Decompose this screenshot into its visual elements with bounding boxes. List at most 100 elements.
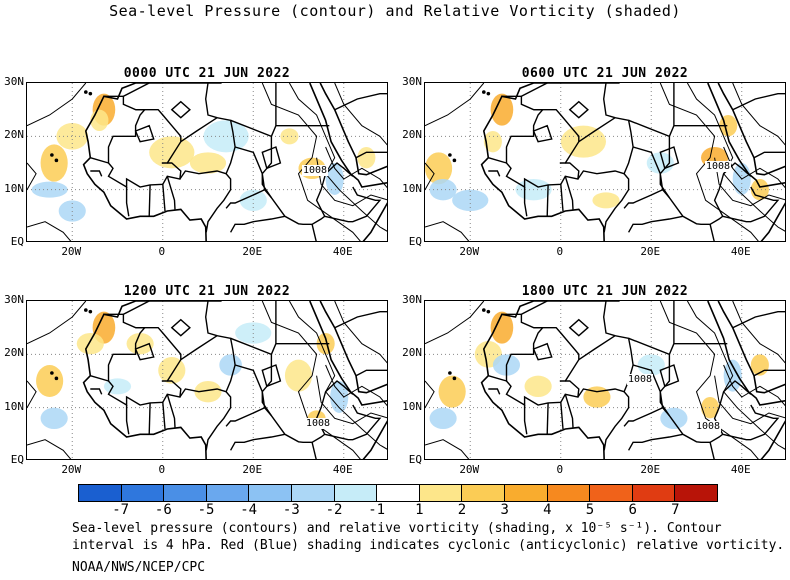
coastline — [707, 301, 785, 406]
coastline — [707, 83, 785, 188]
latitude-label: 20N — [402, 128, 422, 142]
country-border — [732, 310, 785, 329]
vorticity-shading — [490, 93, 514, 126]
isobar-contour — [334, 301, 387, 364]
colorbar-tick-label: 2 — [457, 502, 467, 518]
latitude-label: 30N — [402, 293, 422, 306]
map-frame: 1008 1008 — [424, 300, 786, 460]
coastline — [319, 83, 387, 176]
country-border — [753, 151, 785, 159]
isobar-contour — [134, 124, 155, 143]
country-border — [577, 170, 625, 180]
country-border — [709, 442, 715, 459]
country-border — [179, 170, 227, 180]
country-border — [546, 402, 549, 435]
latitude-label: 20N — [402, 346, 422, 360]
vorticity-shading — [189, 152, 227, 174]
country-border — [355, 151, 387, 159]
country-border — [560, 402, 564, 430]
country-border — [627, 433, 684, 451]
colorbar-tick-label: -4 — [240, 502, 258, 518]
isobar-contour — [325, 364, 387, 407]
panel-time-title: 0000 UTC 21 JUN 2022 — [123, 66, 291, 81]
latitude-label: EQ — [10, 453, 24, 466]
isobar-contour — [714, 375, 785, 425]
country-border — [521, 301, 548, 315]
latitude-label: EQ — [408, 235, 422, 248]
country-border — [180, 334, 236, 451]
country-border — [533, 109, 580, 164]
panel-time-title: 0600 UTC 21 JUN 2022 — [521, 66, 689, 81]
country-border — [523, 405, 528, 435]
isobar-contour — [425, 380, 435, 408]
island — [486, 91, 491, 96]
isobar-contour — [659, 83, 759, 241]
longitude-label: 20W — [459, 463, 480, 476]
country-border — [505, 380, 580, 407]
vorticity-shading — [149, 136, 195, 169]
contour-label: 1008 — [705, 161, 732, 172]
island — [50, 371, 54, 375]
isobar-contour — [134, 342, 155, 361]
island — [482, 90, 486, 94]
country-border — [334, 310, 387, 329]
country-border — [564, 176, 574, 210]
isobar-contour — [732, 83, 785, 146]
country-border — [709, 224, 715, 241]
colorbar-swatch — [121, 485, 165, 501]
country-border — [628, 337, 752, 444]
country-border — [632, 146, 670, 199]
vorticity-shading — [583, 386, 611, 408]
island — [84, 308, 88, 312]
caption: Sea-level pressure (contours) and relati… — [72, 520, 784, 554]
latitude-label: 30N — [402, 75, 422, 88]
contour-label: 1008 — [305, 418, 332, 429]
colorbar-swatch — [419, 485, 463, 501]
coastline — [760, 420, 785, 459]
map-panel-2: 0600 UTC 21 JUN 2022 1008 30N 20N 10N EQ 20W 0 2… — [402, 66, 786, 262]
country-border — [753, 369, 785, 377]
vorticity-shading — [357, 147, 376, 169]
latitude-label: 30N — [4, 75, 24, 88]
isobar-contour — [425, 439, 470, 459]
isobar-contour — [568, 100, 589, 119]
island — [448, 371, 452, 375]
country-border — [523, 187, 528, 217]
coastline — [760, 202, 785, 241]
map-frame: 1008 — [26, 300, 388, 460]
isobar-contour — [316, 375, 387, 425]
latitude-label: 10N — [4, 399, 24, 413]
vorticity-shading — [452, 189, 489, 211]
longitude-label: 20E — [640, 463, 661, 476]
country-border — [577, 388, 625, 398]
map-panel-4: 1800 UTC 21 JUN 2022 1008 1008 30N 20N 10N EQ 2… — [402, 284, 786, 480]
country-border — [166, 176, 176, 210]
country-border — [123, 83, 150, 97]
vorticity-shading — [203, 120, 249, 153]
colorbar-swatch — [206, 485, 250, 501]
colorbar-swatch — [547, 485, 591, 501]
country-border — [488, 170, 501, 177]
coastline — [309, 301, 387, 406]
country-border — [180, 116, 236, 233]
island — [448, 153, 452, 157]
country-border — [90, 95, 147, 164]
colorbar-swatch — [164, 485, 207, 501]
isobar-contour — [27, 380, 37, 408]
longitude-label: 20E — [242, 245, 263, 258]
vorticity-shading — [194, 381, 222, 403]
latitude-label: EQ — [408, 453, 422, 466]
country-border — [602, 83, 616, 119]
coastline — [480, 301, 605, 459]
colorbar-swatch — [632, 485, 676, 501]
isobar-contour — [425, 83, 485, 127]
contour-label: 1008 — [695, 421, 722, 432]
coastline — [480, 83, 605, 241]
country-border — [560, 184, 564, 212]
country-border — [488, 388, 501, 395]
country-border — [521, 83, 548, 97]
country-border — [324, 186, 382, 223]
colorbar-swatch — [462, 485, 505, 501]
isobar-contour — [316, 157, 387, 207]
latitude-label: 10N — [4, 181, 24, 195]
